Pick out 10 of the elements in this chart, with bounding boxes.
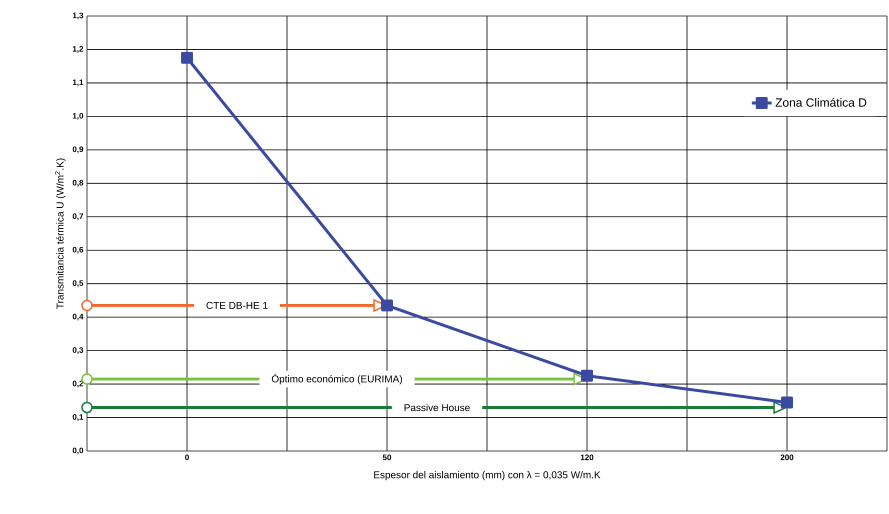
point (581, 370, 593, 382)
point (181, 52, 193, 64)
ref-line-label: Óptimo económico (EURIMA) (272, 374, 402, 384)
ref-line-label: Passive House (404, 404, 470, 412)
ref-line-label: CTE DB-HE 1 (206, 302, 268, 309)
x-axis-title: Espesor del aislamiento (mm) con λ = 0,035 W/m.K (374, 471, 600, 480)
point (381, 299, 393, 312)
legend-label: Zona Climática D (776, 98, 866, 107)
y-axis-title: Transmitancia térmica U (W/m$^{2}$.K) (55, 158, 66, 309)
point (781, 396, 793, 408)
